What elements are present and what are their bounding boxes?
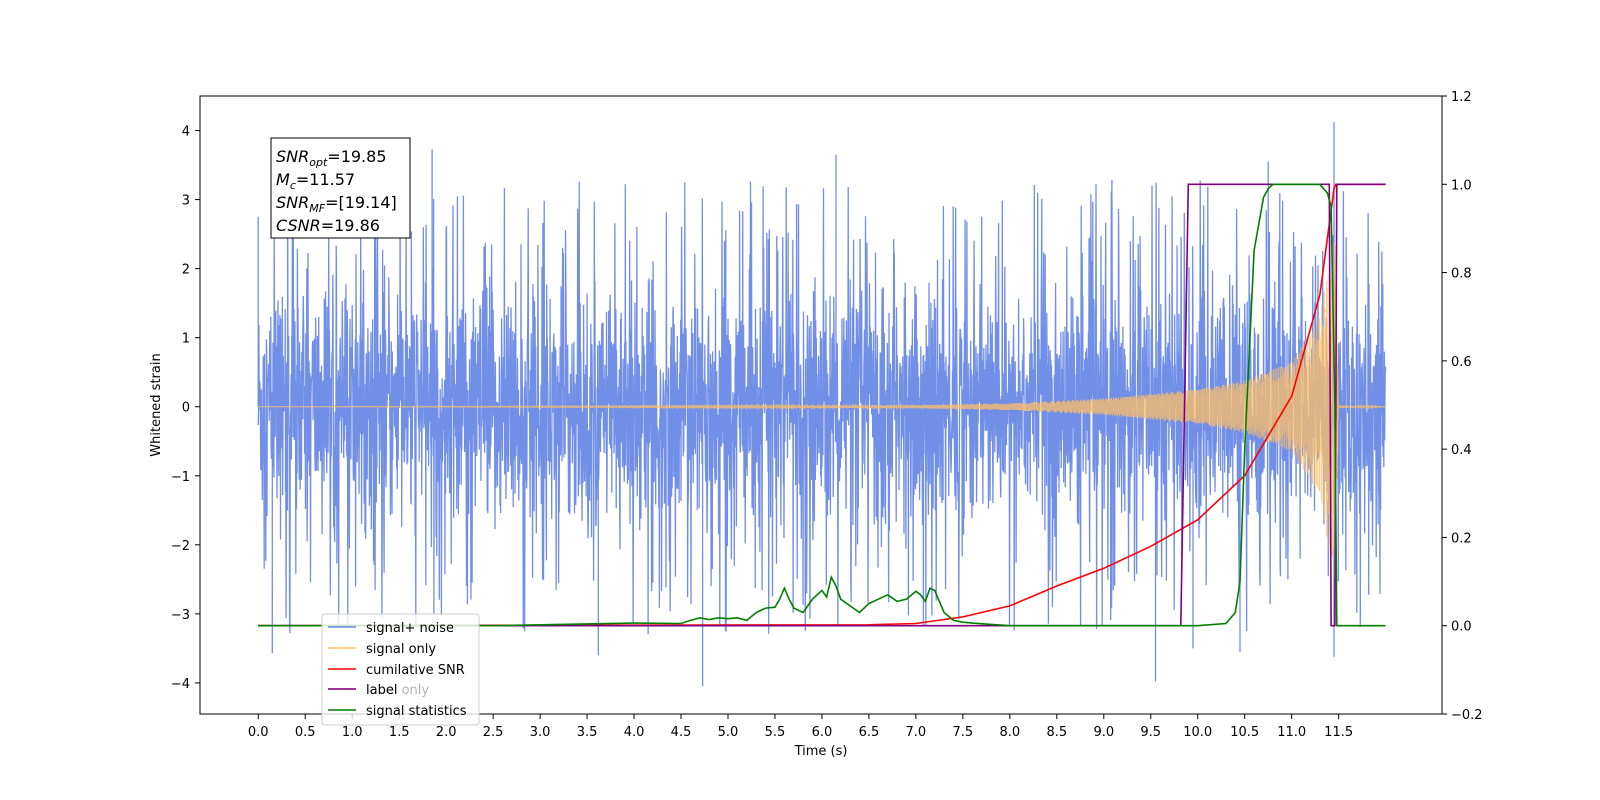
snr-annotation-box: SNRopt=19.85Mc=11.57SNRMF=[19.14]CSNR=19… (270, 137, 411, 239)
x-tick-label: 2.5 (483, 725, 504, 740)
x-tick-label: 0.5 (295, 725, 316, 740)
x-tick-label: 10.0 (1183, 725, 1212, 740)
annotation-frame (270, 137, 411, 239)
y2-tick-label: 0.6 (1451, 355, 1472, 370)
series-signal-statistics (258, 183, 1386, 627)
x-tick-label: 10.5 (1230, 725, 1259, 740)
y2-tick-label: 0.8 (1451, 267, 1472, 282)
legend-frame (321, 613, 480, 726)
x-tick-label: 6.5 (859, 725, 880, 740)
legend-label: label (366, 683, 397, 698)
y-tick-label: 3 (182, 194, 190, 209)
y2-tick-label: −0.2 (1451, 708, 1483, 723)
annotation-line: Mc=11.57 (276, 170, 355, 192)
x-tick-label: 5.5 (765, 725, 786, 740)
series-signal-only (258, 241, 1386, 578)
y-axis-left: −4 −3 −2 −1 0 1 2 3 4 (171, 125, 200, 692)
x-tick-label: 5.0 (718, 725, 739, 740)
annotation-line: SNRopt=19.85 (276, 147, 387, 169)
legend-entry: label (328, 683, 397, 698)
legend-label: signal only (366, 642, 436, 657)
legend-label: label only (366, 683, 429, 698)
y2-tick-label: 1.2 (1451, 90, 1472, 105)
x-tick-label: 7.0 (906, 725, 927, 740)
plot-frame (199, 95, 1443, 715)
y-tick-label: −1 (171, 470, 190, 485)
x-tick-label: 7.5 (953, 725, 974, 740)
legend: signal+ noise signal only cumilative SNR la… (321, 613, 480, 726)
legend-entry: signal+ noise (328, 621, 454, 636)
y-axis-right: −0.2 0.0 0.2 0.4 0.6 0.8 1.0 1.2 (1442, 90, 1483, 723)
x-tick-label: 9.5 (1140, 725, 1161, 740)
x-tick-label: 8.0 (999, 725, 1020, 740)
x-tick-label: 2.0 (436, 725, 457, 740)
x-tick-label: 8.5 (1046, 725, 1067, 740)
legend-entry: signal statistics (328, 704, 467, 719)
series-layer (257, 122, 1387, 687)
y2-tick-label: 1.0 (1451, 178, 1472, 193)
y2-tick-label: 0.4 (1451, 443, 1472, 458)
y-tick-label: −4 (171, 677, 190, 692)
y-tick-label: 1 (182, 332, 190, 347)
x-axis: 0.0 0.5 1.0 1.5 2.0 2.5 3.0 3.5 4.0 4.5 5.0 5.5 6.0 6… (248, 714, 1353, 740)
x-tick-label: 0.0 (248, 725, 269, 740)
x-tick-label: 3.0 (530, 725, 551, 740)
legend-label: cumilative SNR (366, 663, 465, 678)
legend-entry: signal only (328, 642, 436, 657)
y-tick-label: −2 (171, 539, 190, 554)
x-tick-label: 4.0 (624, 725, 645, 740)
legend-label: signal statistics (366, 704, 467, 719)
y-tick-label: 2 (182, 263, 190, 278)
y-axis-title: Whitened strain (149, 353, 164, 456)
series-label (258, 183, 1386, 627)
x-tick-label: 4.5 (671, 725, 692, 740)
y-tick-label: 0 (182, 401, 190, 416)
x-axis-title: Time (s) (794, 744, 848, 759)
legend-entry: cumilative SNR (328, 663, 465, 678)
legend-label: signal+ noise (366, 621, 454, 636)
x-tick-label: 11.0 (1277, 725, 1306, 740)
x-tick-label: 6.0 (812, 725, 833, 740)
x-tick-label: 1.5 (389, 725, 410, 740)
x-tick-label: 1.0 (342, 725, 363, 740)
y2-tick-label: 0.2 (1451, 531, 1472, 546)
x-tick-label: 9.0 (1093, 725, 1114, 740)
y2-tick-label: 0.0 (1451, 620, 1472, 635)
y-tick-label: 4 (182, 125, 190, 140)
x-tick-label: 3.5 (577, 725, 598, 740)
annotation-line: CSNR=19.86 (276, 216, 380, 235)
y-tick-label: −3 (171, 608, 190, 623)
annotation-line: SNRMF=[19.14] (276, 193, 397, 215)
x-tick-label: 11.5 (1324, 725, 1353, 740)
